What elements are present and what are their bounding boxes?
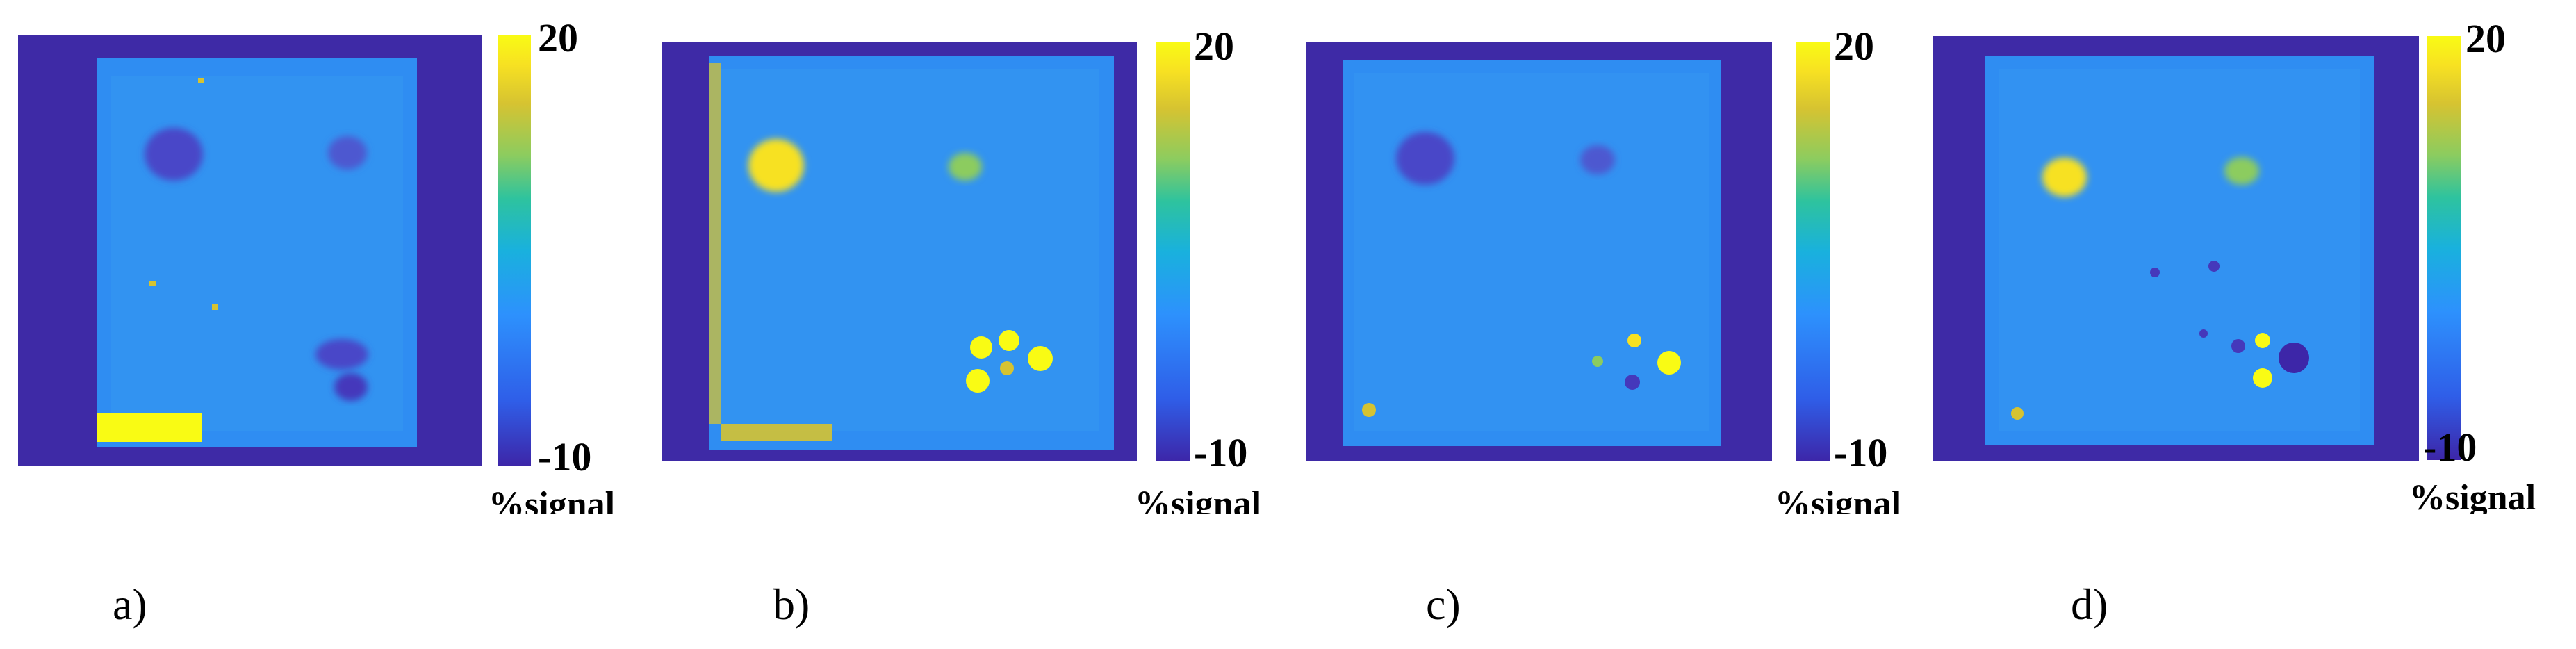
panel-d-sample-texture — [1999, 69, 2360, 431]
panel-b-colorbar-min-label: -10 — [1194, 430, 1247, 475]
panel-c-sample-texture — [1354, 73, 1709, 431]
panel-c-defect-warm-6 — [1592, 356, 1603, 367]
panel-a-hot-region — [97, 413, 202, 442]
panel-d-defect-hot-3 — [2255, 333, 2270, 348]
panel-a-defect-dark-1 — [145, 128, 203, 181]
panel-b-left-edge-highlight — [709, 63, 721, 424]
panel-b-defect-hot-3 — [970, 336, 992, 359]
panel-c-colorbar-unit-label: %signal — [1775, 484, 1901, 514]
panel-a-image: 20 -10 %signal — [18, 15, 615, 514]
panel-d-defect-hot-5 — [2253, 368, 2272, 388]
panel-d-defect-hot-1 — [2042, 158, 2087, 197]
panel-b-colorbar-unit-label: %signal — [1135, 484, 1261, 514]
panel-b-label: b) — [773, 580, 810, 629]
panel-c-defect-dark-2 — [1580, 145, 1615, 174]
panel-b-image: 20 -10 %signal — [662, 24, 1261, 514]
panel-c-defect-dark-1 — [1396, 132, 1454, 185]
panel-c-hot-spot-7 — [1362, 403, 1376, 417]
panel-b-defect-hot-5 — [1028, 346, 1053, 371]
panel-c-label: c) — [1426, 580, 1461, 629]
panel-c-defect-dark-5 — [1625, 375, 1640, 390]
panel-d-colorbar-min-label: -10 — [2423, 425, 2477, 470]
panel-b-bottom-hot-strip — [721, 424, 832, 441]
panel-b: 20 -10 %signal b) — [644, 0, 1270, 649]
panel-a-colorbar-max-label: 20 — [538, 15, 578, 60]
panel-b-defect-warm-2 — [949, 153, 982, 181]
panel-a-defect-dark-3 — [315, 339, 368, 370]
panel-c-defect-hot-4 — [1657, 351, 1681, 375]
panel-b-defect-hot-4 — [999, 330, 1019, 351]
panel-b-defect-hot-6 — [966, 369, 990, 393]
panel-d-colorbar-max-label: 20 — [2466, 16, 2506, 61]
panel-a-defect-dark-2 — [328, 136, 367, 170]
panel-a-hot-speck-2 — [149, 281, 156, 286]
panel-d-hot-spot-10 — [2011, 407, 2024, 420]
panel-d-label: d) — [2071, 580, 2108, 629]
panel-d: 20 -10 %signal d) — [1933, 0, 2558, 649]
panel-a-colorbar — [498, 35, 531, 466]
panel-d-colorbar-unit-label: %signal — [2409, 478, 2536, 514]
panel-a-colorbar-min-label: -10 — [538, 434, 591, 479]
panel-a-hot-speck-1 — [198, 78, 204, 83]
panel-d-image: 20 -10 %signal — [1933, 16, 2536, 514]
panel-b-colorbar-max-label: 20 — [1194, 24, 1234, 69]
panel-b-sample-texture — [721, 69, 1099, 431]
panel-d-defect-dark-4 — [2279, 343, 2309, 373]
panel-d-defect-dark-9 — [2199, 329, 2208, 338]
panel-c-colorbar-min-label: -10 — [1834, 430, 1887, 475]
panel-c-colorbar-max-label: 20 — [1834, 24, 1874, 69]
panel-b-sample — [709, 56, 1114, 450]
panel-d-colorbar — [2427, 36, 2461, 460]
panel-d-defect-dark-6 — [2231, 339, 2245, 353]
panel-d-defect-dark-7 — [2208, 261, 2220, 272]
panel-a-defect-dark-4 — [334, 373, 368, 401]
panel-b-colorbar — [1156, 42, 1190, 461]
panel-a-hot-speck-3 — [212, 304, 218, 310]
panel-a: 20 -10 %signal a) — [0, 0, 625, 649]
panel-c-image: 20 -10 %signal — [1306, 24, 1901, 514]
panel-c-colorbar — [1796, 42, 1830, 461]
panel-a-label: a) — [113, 580, 147, 629]
panel-d-defect-dark-8 — [2150, 268, 2160, 277]
panel-b-defect-hot-7 — [1000, 361, 1014, 375]
panel-c-defect-hot-3 — [1627, 334, 1641, 347]
panel-c: 20 -10 %signal c) — [1288, 0, 1914, 649]
panel-d-sample — [1985, 56, 2374, 445]
panel-c-sample — [1343, 60, 1721, 446]
panel-d-defect-warm-2 — [2224, 157, 2259, 185]
panel-a-colorbar-unit-label: %signal — [489, 485, 615, 514]
panel-b-defect-hot-1 — [748, 139, 804, 192]
